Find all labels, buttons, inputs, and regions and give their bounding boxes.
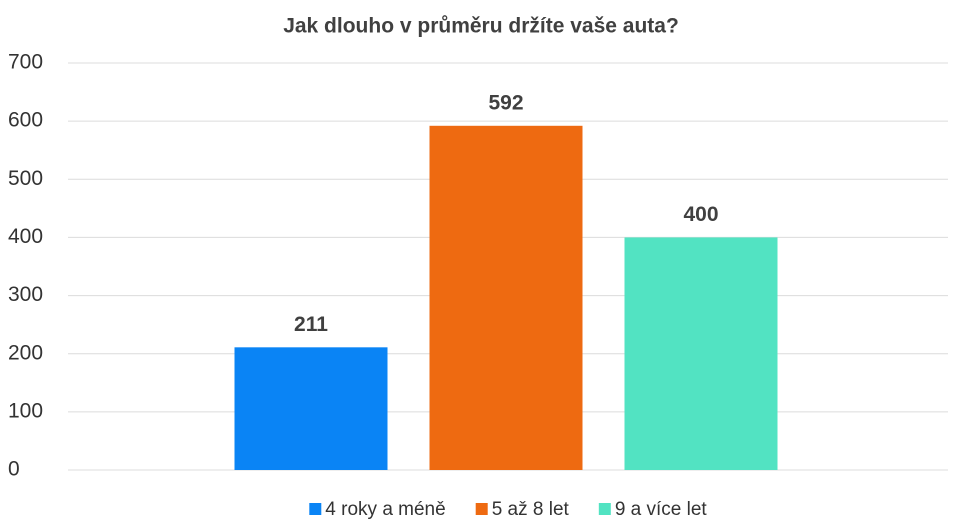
y-tick-label: 700 [8, 51, 43, 74]
legend-swatch [309, 503, 322, 515]
legend-label: 9 a více let [615, 499, 708, 520]
y-tick-label: 200 [8, 341, 43, 364]
y-tick-label: 0 [8, 458, 20, 481]
y-tick-label: 500 [8, 167, 43, 190]
chart-title: Jak dlouho v průměru držíte vaše auta? [283, 15, 679, 38]
y-tick-label: 400 [8, 225, 43, 248]
data-label: 211 [294, 313, 328, 336]
legend-label: 4 roky a méně [325, 499, 445, 520]
y-tick-label: 300 [8, 283, 43, 306]
y-tick-label: 600 [8, 109, 43, 132]
legend-swatch [598, 503, 611, 515]
bar [429, 125, 583, 471]
legend-label: 5 až 8 let [492, 499, 570, 520]
bar [624, 237, 778, 470]
bar [234, 347, 388, 470]
data-label: 592 [488, 91, 523, 114]
y-tick-label: 100 [8, 399, 43, 422]
data-label: 400 [683, 203, 718, 226]
legend-swatch [475, 503, 488, 515]
